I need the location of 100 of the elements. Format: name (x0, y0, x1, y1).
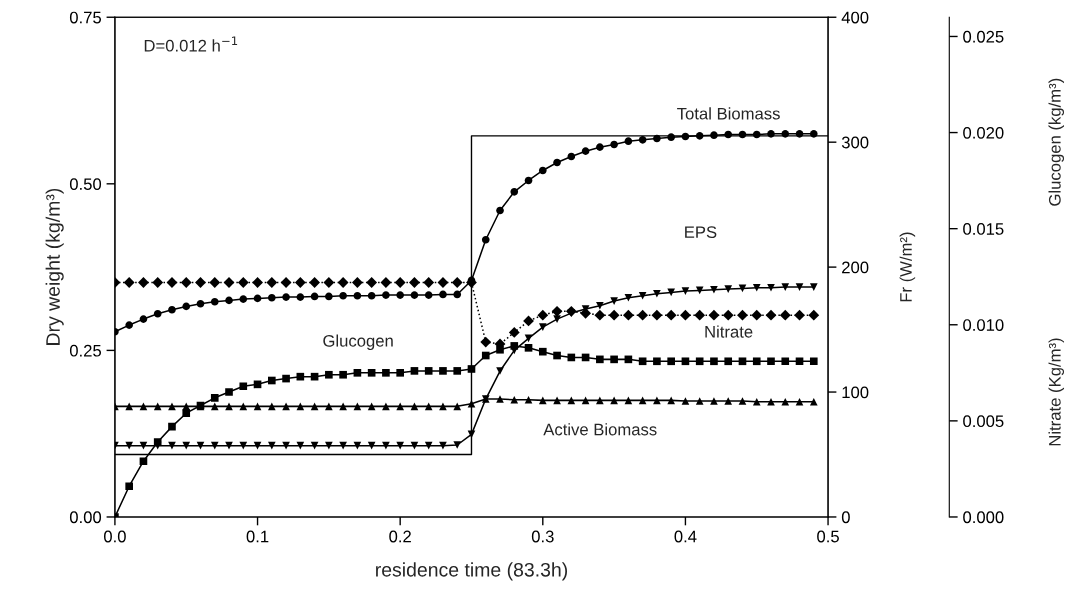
point (439, 367, 447, 375)
point (410, 441, 419, 450)
point (153, 402, 162, 411)
point (681, 287, 690, 295)
point (638, 291, 647, 300)
point (767, 283, 775, 292)
point (694, 309, 706, 321)
y2-tick-label: 100 (842, 386, 869, 399)
point (510, 395, 519, 404)
point (553, 158, 561, 167)
y3-tick-label: 0.010 (963, 319, 1004, 331)
point (638, 357, 647, 366)
point (394, 277, 406, 288)
point (809, 357, 818, 366)
point (538, 166, 547, 175)
point (467, 365, 476, 373)
y2-axis-title: Fr (W/m²) (899, 232, 916, 302)
point (382, 402, 390, 411)
point (667, 396, 675, 405)
point (125, 321, 133, 329)
point (366, 277, 378, 288)
point (481, 351, 490, 360)
point (168, 305, 176, 314)
point (751, 309, 763, 321)
point (565, 305, 577, 317)
point (182, 409, 191, 417)
text: Nitrate (Kg/m³) (1048, 338, 1065, 446)
y3-tick-label: 0.025 (963, 30, 1004, 43)
point (439, 402, 447, 411)
point (794, 309, 805, 321)
point (665, 309, 677, 321)
point (296, 441, 305, 450)
point (508, 327, 520, 338)
point (353, 369, 362, 377)
point (724, 285, 733, 293)
point (296, 402, 305, 411)
point (681, 397, 690, 405)
point (182, 441, 191, 450)
y-tick-label: 0.00 (69, 511, 102, 524)
point (710, 357, 718, 366)
y-tick-label: 0.25 (69, 344, 102, 357)
point (152, 277, 164, 288)
point (180, 277, 192, 288)
point (710, 285, 718, 294)
point (695, 397, 704, 405)
x-tick-label: 0.2 (389, 530, 411, 543)
point (538, 323, 547, 331)
point (510, 188, 519, 196)
point (510, 342, 519, 350)
point (325, 292, 333, 301)
point (610, 297, 618, 305)
point (581, 147, 590, 155)
point (795, 283, 804, 291)
point (209, 277, 221, 288)
point (196, 441, 205, 450)
point (496, 345, 504, 354)
point (210, 402, 219, 411)
point (267, 376, 276, 385)
point (367, 441, 376, 450)
point (496, 206, 504, 215)
point (567, 152, 576, 161)
point (196, 299, 205, 308)
point (339, 291, 347, 300)
point (808, 309, 820, 321)
point (524, 176, 533, 185)
text: EPS (685, 226, 717, 239)
point (282, 402, 290, 411)
point (439, 290, 447, 299)
point (538, 396, 547, 405)
point (367, 369, 376, 377)
point (451, 277, 463, 288)
x-tick-label: 0.3 (531, 530, 554, 543)
point (638, 396, 647, 405)
point (310, 292, 319, 301)
y2-tick-label: 0 (841, 511, 850, 524)
y3-tick-label: 0.005 (963, 415, 1004, 428)
point (310, 402, 319, 411)
point (767, 357, 775, 366)
x-tick-label: 0.4 (674, 530, 697, 543)
point (168, 422, 176, 431)
point (524, 395, 533, 404)
point (596, 396, 604, 405)
point (453, 402, 462, 411)
point (182, 302, 191, 311)
point (624, 396, 633, 405)
point (765, 309, 777, 321)
point (424, 367, 433, 375)
series-label: Total Biomass (677, 107, 780, 120)
point (225, 296, 233, 305)
point (553, 315, 561, 323)
point (382, 441, 390, 450)
point (239, 402, 248, 411)
point (667, 357, 675, 366)
x-axis-title: residence time (83.3h) (376, 562, 568, 581)
point (210, 297, 219, 306)
point (339, 441, 347, 450)
point (624, 293, 633, 302)
point (225, 441, 233, 450)
point (781, 283, 790, 291)
point (125, 402, 133, 411)
